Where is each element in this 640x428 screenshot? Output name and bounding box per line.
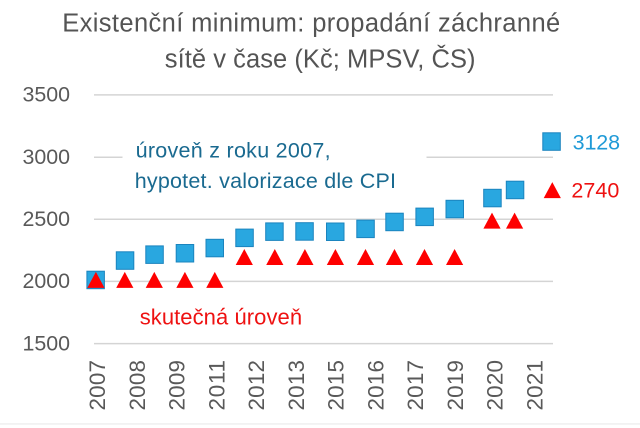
svg-text:2007: 2007: [85, 360, 110, 411]
svg-text:2021: 2021: [522, 360, 547, 411]
svg-text:2016: 2016: [363, 360, 388, 411]
svg-text:2012: 2012: [244, 360, 269, 411]
svg-text:3500: 3500: [23, 83, 71, 107]
svg-text:skutečná úroveň: skutečná úroveň: [140, 304, 302, 329]
svg-text:2008: 2008: [125, 360, 150, 411]
svg-text:2017: 2017: [403, 360, 428, 411]
svg-text:2015: 2015: [324, 360, 349, 411]
svg-text:sítě v čase (Kč; MPSV, ČS): sítě v čase (Kč; MPSV, ČS): [165, 45, 476, 74]
svg-text:3128: 3128: [573, 130, 621, 154]
svg-text:Existenční minimum: propadání: Existenční minimum: propadání záchranné: [62, 9, 560, 37]
svg-text:2013: 2013: [284, 360, 309, 411]
svg-text:2011: 2011: [204, 360, 229, 411]
svg-text:1500: 1500: [23, 331, 71, 355]
svg-text:2019: 2019: [443, 360, 468, 411]
svg-text:2500: 2500: [23, 207, 71, 231]
svg-text:hypotet. valorizace dle CPI: hypotet. valorizace dle CPI: [135, 169, 396, 193]
svg-text:2000: 2000: [23, 269, 71, 293]
svg-text:3000: 3000: [23, 145, 71, 169]
svg-text:2020: 2020: [483, 360, 508, 411]
svg-text:2009: 2009: [165, 360, 190, 411]
svg-text:2740: 2740: [571, 178, 619, 202]
svg-text:úroveň z roku 2007,: úroveň z roku 2007,: [136, 139, 331, 163]
